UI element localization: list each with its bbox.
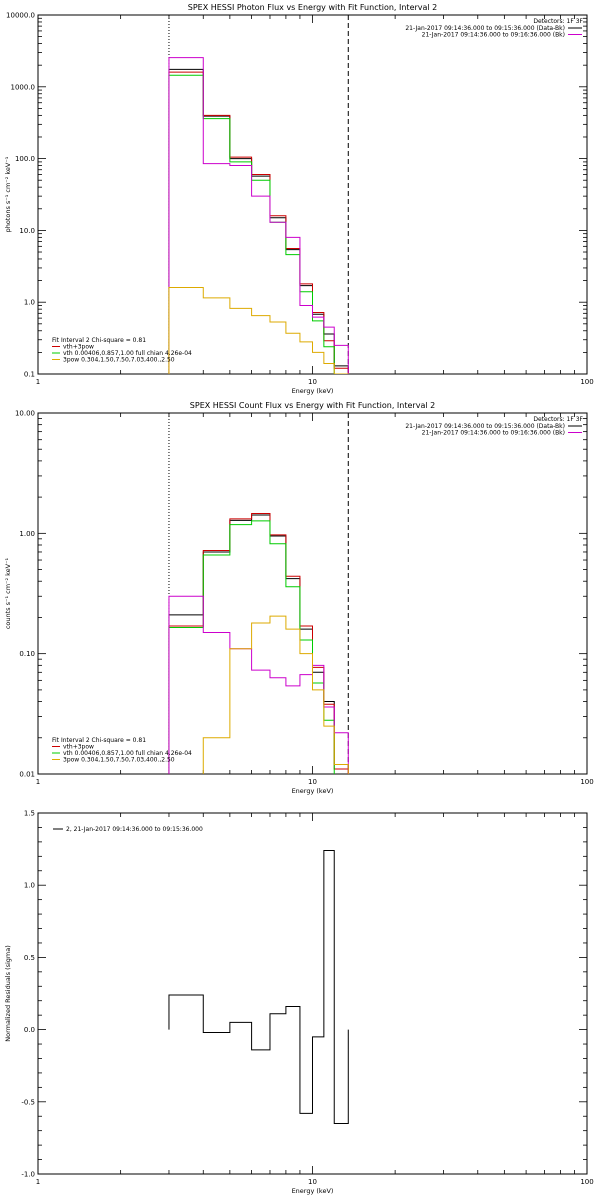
residual-legend-entry: 2, 21-Jan-2017 09:14:36.000 to 09:15:36.…: [66, 826, 203, 833]
top-legend-entry: 21-Jan-2017 09:14:36.000 to 09:16:36.000…: [422, 430, 565, 437]
count-flux-panel: SPEX HESSI Count Flux vs Energy with Fit…: [4, 401, 594, 795]
top-legend-entry: 21-Jan-2017 09:14:36.000 to 09:16:36.000…: [422, 32, 565, 39]
x-axis-label: Energy (keV): [292, 787, 334, 795]
bottom-legend-entry: vth+3pow: [63, 344, 94, 351]
series-0-step-line: [168, 514, 349, 774]
bottom-legend-entry: vth 0.00406,0.857,1.00 full chian 4.26e-…: [63, 350, 192, 357]
detectors-label: Detectors: 1F 3F: [533, 18, 583, 25]
x-tick-label: 100: [580, 378, 593, 386]
y-tick-label: 1.0: [24, 882, 35, 890]
y-tick-label: 10000.0: [6, 12, 35, 20]
y-tick-label: -1.0: [21, 1171, 35, 1179]
top-legend-entry: 21-Jan-2017 09:14:36.000 to 09:15:36.000…: [405, 423, 565, 430]
series-0-step-line: [168, 68, 349, 374]
y-tick-label: 1.0: [24, 299, 35, 307]
series-4-step-line: [202, 615, 349, 774]
fit-interval-label: Fit Interval 2 Chi-square = 0.81: [52, 337, 146, 344]
y-axis-label: Normalized Residuals (sigma): [4, 945, 12, 1042]
x-tick-label: 1: [36, 1178, 40, 1186]
x-tick-label: 1: [36, 778, 40, 786]
series-4-step-line: [168, 287, 349, 374]
photon-flux-panel: SPEX HESSI Photon Flux vs Energy with Fi…: [4, 3, 594, 395]
series-2-step-line: [168, 74, 349, 374]
series-3-step-line: [168, 57, 349, 374]
plot-frame: [37, 812, 588, 1175]
bottom-legend-entry: vth+3pow: [63, 744, 94, 751]
x-tick-label: 100: [580, 1178, 593, 1186]
x-tick-label: 100: [580, 778, 593, 786]
series-1-step-line: [168, 513, 349, 774]
series-0-step-line: [168, 850, 349, 1124]
x-tick-label: 1: [36, 378, 40, 386]
y-tick-label: 0.5: [24, 954, 35, 962]
x-tick-label: 10: [308, 778, 317, 786]
top-legend-entry: 21-Jan-2017 09:14:36.000 to 09:15:36.000…: [405, 25, 565, 32]
residuals-panel: 1 10 100 -1.0 -0.5 0.0 0.5 1.0 1.5 Energy (keV) No…: [4, 810, 594, 1196]
series-group: [168, 513, 349, 774]
y-tick-label: 0.1: [24, 371, 35, 379]
y-tick-label: 100.0: [15, 155, 35, 163]
y-axis-label: photons s⁻¹ cm⁻² keV⁻¹: [4, 156, 12, 232]
x-axis-label: Energy (keV): [292, 387, 334, 395]
series-group: [168, 850, 349, 1124]
y-axis-label: counts s⁻¹ cm⁻² keV⁻¹: [4, 557, 12, 629]
y-tick-label: 10.0: [19, 227, 35, 235]
bottom-legend-entry: 3pow 0.304,1.50,7.50,7.03,400.,2.50: [63, 757, 175, 764]
bottom-legend-entry: 3pow 0.304,1.50,7.50,7.03,400.,2.50: [63, 357, 175, 364]
y-tick-label: 0.0: [24, 1026, 35, 1034]
chart-title: SPEX HESSI Photon Flux vs Energy with Fi…: [188, 3, 438, 12]
plot-frame: [37, 412, 588, 775]
y-tick-label: 0.01: [19, 771, 35, 779]
series-3-step-line: [168, 595, 349, 774]
chart-title: SPEX HESSI Count Flux vs Energy with Fit…: [190, 401, 435, 410]
y-tick-label: 1000.0: [11, 83, 36, 91]
y-tick-label: 10.00: [15, 410, 35, 418]
series-1-step-line: [168, 71, 349, 374]
y-tick-label: -0.5: [21, 1098, 35, 1106]
series-2-step-line: [168, 520, 335, 774]
y-tick-label: 1.00: [19, 530, 35, 538]
x-tick-label: 10: [308, 378, 317, 386]
bottom-legend-entry: vth 0.00406,0.857,1.00 full chian 4.26e-…: [63, 750, 192, 757]
x-axis-label: Energy (keV): [292, 1187, 334, 1195]
y-tick-label: 0.10: [19, 650, 35, 658]
series-group: [168, 57, 349, 374]
y-tick-label: 1.5: [24, 810, 35, 818]
x-tick-label: 10: [308, 1178, 317, 1186]
detectors-label: Detectors: 1F 3F: [533, 416, 583, 423]
fit-interval-label: Fit Interval 2 Chi-square = 0.81: [52, 737, 146, 744]
